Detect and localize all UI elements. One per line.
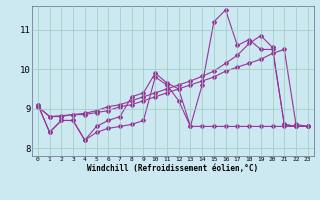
X-axis label: Windchill (Refroidissement éolien,°C): Windchill (Refroidissement éolien,°C) [87, 164, 258, 173]
